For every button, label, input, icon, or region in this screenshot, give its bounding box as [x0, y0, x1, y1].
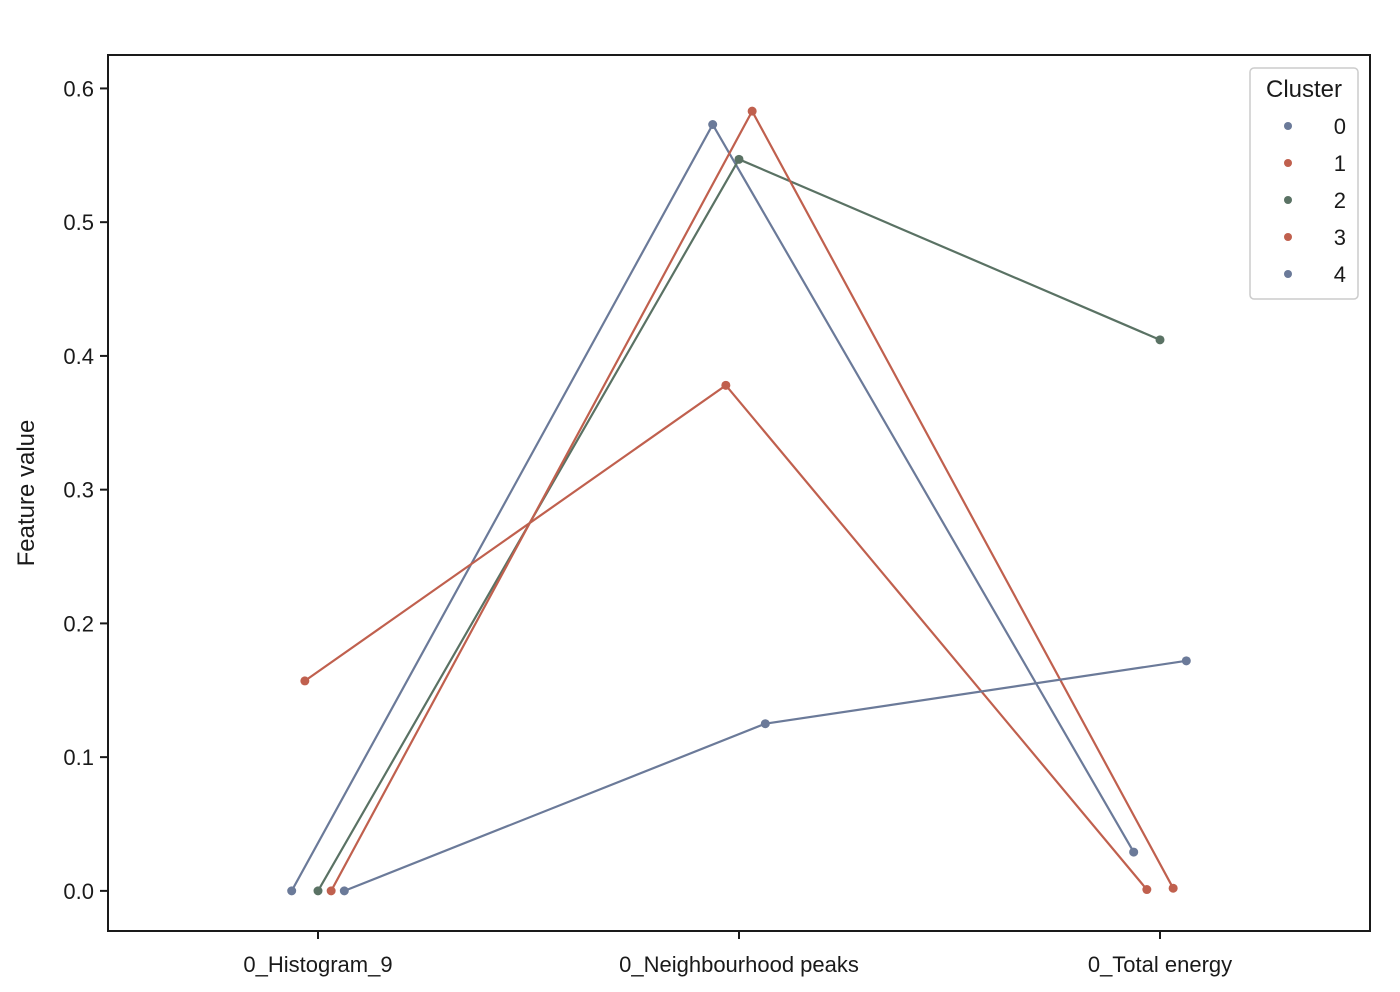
legend-marker: [1284, 270, 1292, 278]
series-cluster-1: [300, 380, 1152, 895]
y-tick-label: 0.5: [63, 210, 94, 235]
y-tick-label: 0.3: [63, 478, 94, 503]
x-axis: 0_Histogram_9 0_Neighbourhood peaks 0_Tota…: [243, 931, 1232, 977]
series-layer: [287, 106, 1191, 896]
data-point: [708, 120, 718, 130]
series-line: [317, 157, 1161, 892]
y-tick-label: 0.0: [63, 879, 94, 904]
series-line: [330, 108, 1175, 892]
series-cluster-2: [313, 154, 1165, 896]
data-point: [326, 886, 336, 896]
legend-marker: [1284, 159, 1292, 167]
legend-marker: [1284, 122, 1292, 130]
x-tick-label: 0_Neighbourhood peaks: [619, 952, 859, 977]
plot-frame: [107, 54, 1371, 932]
data-point: [313, 886, 323, 896]
data-point: [300, 676, 310, 686]
legend-marker: [1284, 196, 1292, 204]
legend-title: Cluster: [1266, 76, 1342, 103]
y-tick-label: 0.2: [63, 611, 94, 636]
x-tick-label: 0_Histogram_9: [243, 952, 392, 977]
legend-box: [1249, 67, 1359, 300]
series-line: [343, 659, 1187, 892]
legend-label: 1: [1334, 151, 1346, 176]
legend-marker: [1284, 233, 1292, 241]
data-point: [1129, 847, 1139, 857]
data-point: [760, 719, 770, 729]
data-point: [1181, 656, 1191, 666]
y-tick-label: 0.4: [63, 344, 94, 369]
legend-label: 0: [1334, 114, 1346, 139]
legend-label: 2: [1334, 188, 1346, 213]
data-point: [721, 380, 731, 390]
data-point: [1155, 335, 1165, 345]
y-tick-label: 0.6: [63, 76, 94, 101]
data-point: [747, 106, 757, 116]
data-point: [1142, 885, 1152, 895]
data-point: [734, 154, 744, 164]
y-axis: 0.0 0.1 0.2 0.3 0.4 0.5 0.6: [63, 76, 108, 904]
series-cluster-3: [326, 106, 1178, 896]
legend-label: 3: [1334, 225, 1346, 250]
data-point: [287, 886, 297, 896]
series-cluster-0: [287, 120, 1139, 896]
series-cluster-4: [339, 656, 1191, 896]
y-tick-label: 0.1: [63, 745, 94, 770]
data-point: [339, 886, 349, 896]
legend: Cluster 0 1 2 3 4: [1249, 67, 1359, 300]
legend-label: 4: [1334, 262, 1346, 287]
x-tick-label: 0_Total energy: [1088, 952, 1232, 977]
y-axis-label: Feature value: [13, 420, 40, 567]
data-point: [1168, 883, 1178, 893]
series-line: [290, 122, 1135, 892]
